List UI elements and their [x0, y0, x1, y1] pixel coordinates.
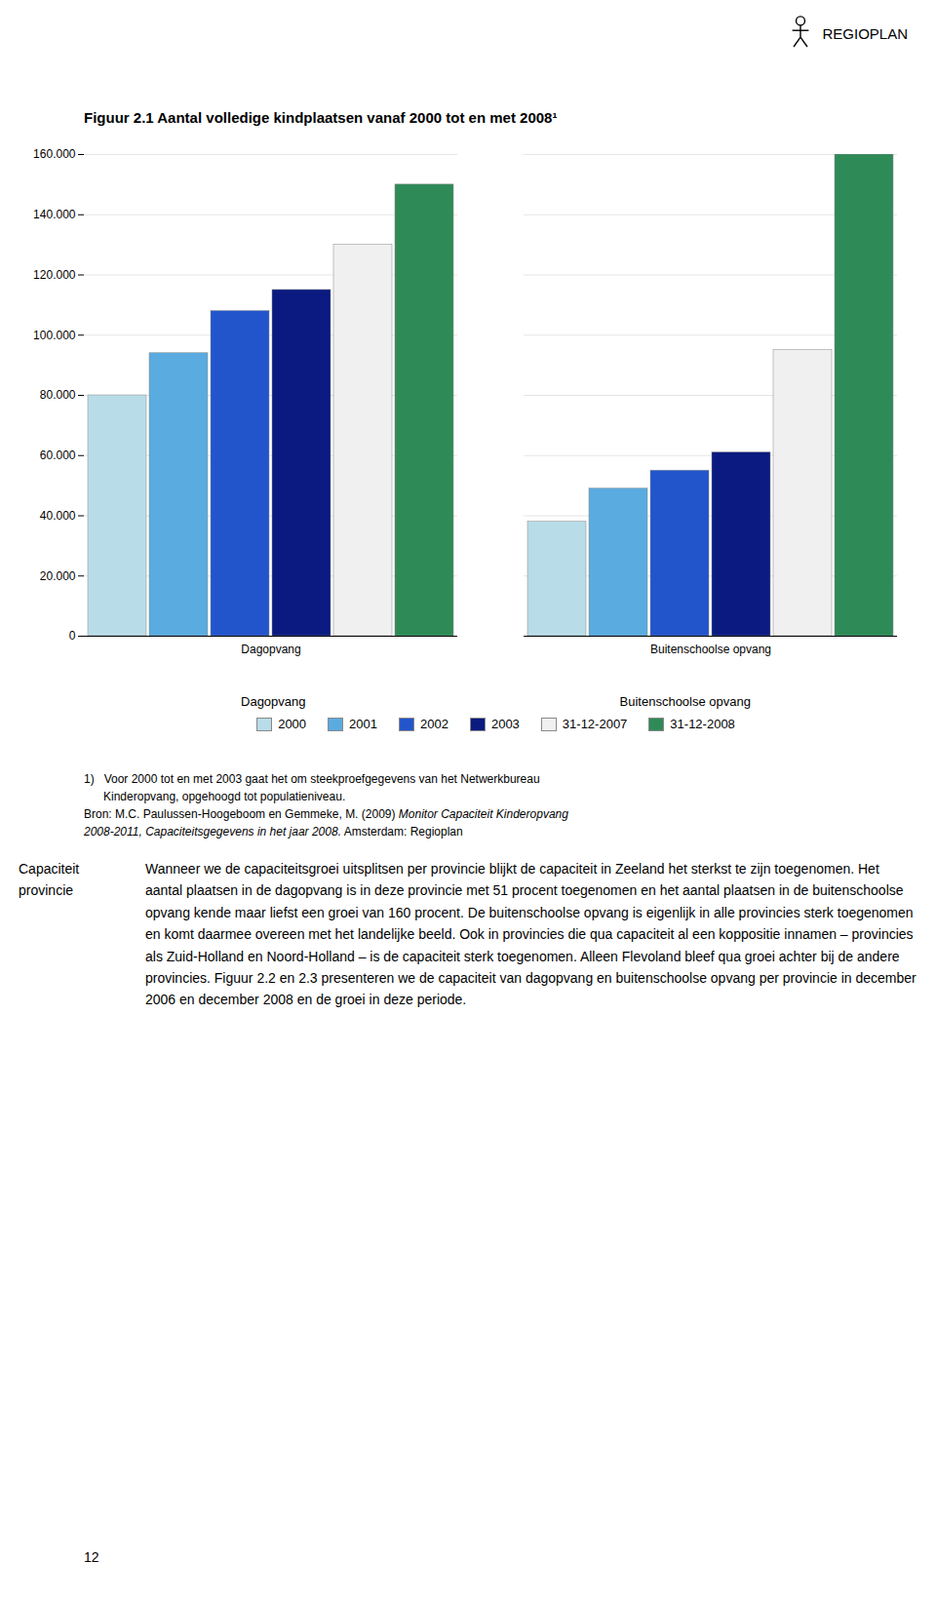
svg-text:0: 0: [69, 628, 77, 643]
svg-text:80.000: 80.000: [39, 388, 77, 402]
html-text:Figuur 2.1 Aantal volledige ki: Figuur 2.1 Aantal volledige kindplaatsen…: [83, 109, 558, 126]
html-text:Buitenschoolse opvang: Buitenschoolse opvang: [619, 694, 751, 709]
svg-text:20.000: 20.000: [39, 569, 77, 584]
html-text:Capaciteit: Capaciteit: [18, 860, 80, 877]
svg-text:120.000: 120.000: [33, 268, 77, 282]
html-text:2002: 2002: [420, 716, 449, 732]
html-text:Kinderopvang, opgehoogd tot po: Kinderopvang, opgehoogd tot populatieniv…: [83, 789, 346, 804]
svg-text:60.000: 60.000: [39, 448, 77, 463]
html-text:31-12-2007: 31-12-2007: [562, 716, 628, 732]
html-text:REGIOPLAN: REGIOPLAN: [822, 24, 908, 42]
svg-text:100.000: 100.000: [33, 328, 77, 343]
html-text:2001: 2001: [349, 716, 378, 732]
svg-text:140.000: 140.000: [33, 207, 77, 222]
svg-text:Buitenschoolse opvang: Buitenschoolse opvang: [650, 642, 772, 657]
html-text:31-12-2008: 31-12-2008: [670, 716, 735, 732]
html-text:Bron: M.C. Paulussen-Hoogeboom: Bron: M.C. Paulussen-Hoogeboom en Gemmek…: [83, 807, 569, 821]
html-text:2008-2011, Capaciteitsgegevens: 2008-2011, Capaciteitsgegevens in het ja…: [83, 824, 463, 839]
html-text:Dagopvang: Dagopvang: [240, 694, 306, 709]
html-text:2003: 2003: [491, 716, 520, 732]
html-text:2000: 2000: [278, 716, 307, 732]
html-text:1) Voor 2000 tot en met 2003 g: 1) Voor 2000 tot en met 2003 gaat het om…: [83, 772, 540, 786]
html-text:Wanneer we de capaciteitsgroei: Wanneer we de capaciteitsgroei uitsplits…: [145, 860, 917, 1008]
svg-text:Dagopvang: Dagopvang: [240, 642, 301, 657]
svg-text:40.000: 40.000: [39, 508, 77, 523]
html-text:provincie: provincie: [18, 882, 74, 899]
svg-text:160.000: 160.000: [33, 147, 77, 161]
html-text:12: 12: [83, 1549, 100, 1565]
